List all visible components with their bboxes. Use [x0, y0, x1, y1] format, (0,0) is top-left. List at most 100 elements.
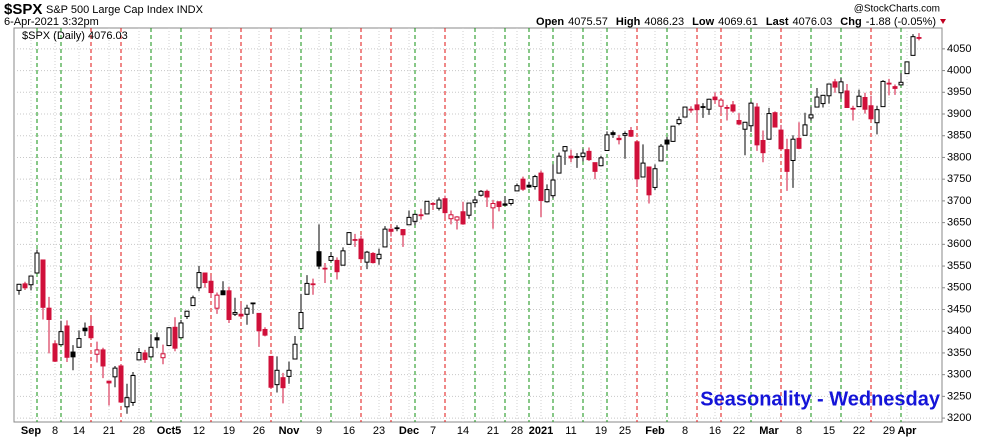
- quote-label: Chg: [840, 16, 861, 28]
- candle-body: [130, 375, 136, 403]
- candle-body: [718, 99, 724, 107]
- candle-body: [850, 107, 856, 110]
- x-tick-label: 7: [430, 425, 436, 437]
- candle-body: [34, 252, 40, 274]
- candle-body: [466, 202, 472, 216]
- x-tick-label: Dec: [399, 425, 419, 437]
- candle-body: [388, 228, 394, 232]
- candle-body: [454, 216, 460, 221]
- x-tick-label: 2021: [529, 425, 553, 437]
- quote-value: 4075.57: [568, 16, 608, 28]
- y-tick-label: 3300: [947, 369, 971, 381]
- x-tick-label: 26: [253, 425, 265, 437]
- quote-value: 4076.03: [793, 16, 833, 28]
- candle-body: [484, 190, 490, 198]
- candle-body: [478, 190, 484, 196]
- x-tick-label: 25: [619, 425, 631, 437]
- candle-body: [514, 185, 520, 192]
- candle-body: [490, 202, 496, 209]
- candle-body: [706, 98, 712, 110]
- candle-body: [94, 349, 100, 355]
- plot-frame: [13, 27, 943, 423]
- candle-body: [916, 37, 922, 39]
- quote-value: 4069.61: [718, 16, 758, 28]
- candle-body: [826, 83, 832, 97]
- candle-body: [70, 351, 76, 358]
- y-tick-label: 4000: [947, 64, 971, 76]
- candle-body: [436, 199, 442, 209]
- candle-body: [712, 96, 718, 101]
- x-tick-label: 15: [823, 425, 835, 437]
- candle-body: [406, 216, 412, 226]
- candle-body: [76, 338, 82, 348]
- candle-body: [268, 355, 274, 388]
- candle-body: [508, 199, 514, 204]
- candle-body: [142, 352, 148, 360]
- candle-body: [304, 282, 310, 295]
- candle-body: [598, 157, 604, 167]
- candle-body: [460, 211, 466, 225]
- y-tick-label: 3200: [947, 412, 971, 424]
- candle-body: [400, 229, 406, 236]
- y-tick-label: 3950: [947, 86, 971, 98]
- candle-body: [22, 283, 28, 289]
- candle-body: [592, 162, 598, 172]
- candle-body: [100, 349, 106, 367]
- candle-body: [742, 121, 748, 130]
- candle-body: [652, 168, 658, 188]
- quote-line: Open 4075.57 High 4086.23 Low 4069.61 Last 4076…: [536, 16, 936, 28]
- candle-body: [334, 259, 340, 273]
- x-tick-label: 12: [193, 425, 205, 437]
- candle-body: [424, 200, 430, 215]
- x-tick-label: 21: [103, 425, 115, 437]
- candle-body: [664, 139, 670, 145]
- candle-body: [532, 176, 538, 188]
- watermark: @StockCharts.com: [854, 4, 940, 15]
- candle-body: [40, 259, 46, 308]
- candle-body: [190, 297, 196, 307]
- candle-body: [658, 145, 664, 162]
- candle-body: [730, 104, 736, 112]
- candle-body: [616, 137, 622, 141]
- candle-body: [796, 137, 802, 149]
- candle-body: [382, 228, 388, 248]
- candle-body: [748, 102, 754, 127]
- candle-body: [244, 307, 250, 315]
- candle-body: [172, 326, 178, 349]
- candle-body: [46, 307, 52, 320]
- candle-body: [430, 202, 436, 205]
- candle-body: [226, 290, 232, 320]
- x-tick-label: Feb: [645, 425, 665, 437]
- y-tick-label: 3850: [947, 130, 971, 142]
- x-tick-label: 14: [73, 425, 85, 437]
- candle-body: [346, 232, 352, 245]
- candle-body: [316, 251, 322, 267]
- candle-body: [496, 201, 502, 208]
- candle-body: [694, 104, 700, 111]
- candle-body: [832, 81, 838, 88]
- y-tick-label: 3350: [947, 347, 971, 359]
- timestamp: 6-Apr-2021 3:32pm: [4, 16, 99, 28]
- candle-body: [154, 337, 160, 341]
- candle-body: [112, 367, 118, 378]
- x-tick-label: Apr: [898, 425, 918, 437]
- candle-body: [550, 179, 556, 197]
- candle-body: [862, 97, 868, 110]
- candle-body: [604, 134, 610, 152]
- candle-body: [502, 203, 508, 206]
- x-tick-label: 22: [853, 425, 865, 437]
- candle-body: [874, 109, 880, 124]
- candle-body: [418, 214, 424, 217]
- candle-body: [364, 251, 370, 263]
- y-tick-label: 3800: [947, 151, 971, 163]
- x-tick-label: 22: [733, 425, 745, 437]
- candle-body: [328, 255, 334, 261]
- candle-body: [700, 106, 706, 108]
- x-tick-label: 19: [223, 425, 235, 437]
- candle-body: [340, 250, 346, 266]
- y-tick-label: 3550: [947, 260, 971, 272]
- candle-body: [88, 325, 94, 339]
- candle-body: [442, 198, 448, 214]
- candle-body: [784, 149, 790, 172]
- x-tick-label: 9: [316, 425, 322, 437]
